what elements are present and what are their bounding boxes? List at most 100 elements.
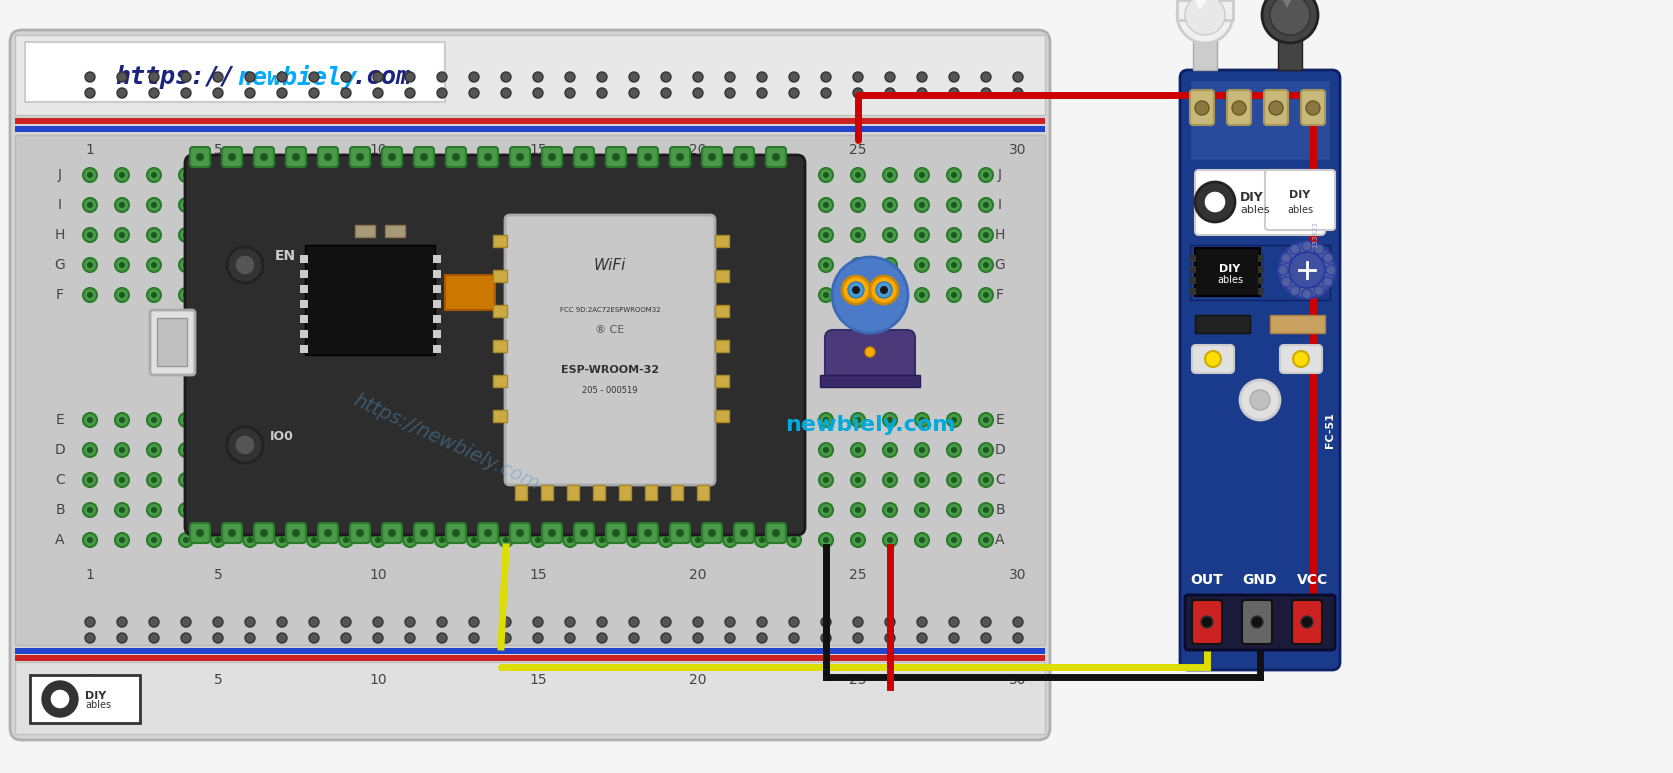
Circle shape xyxy=(564,503,577,517)
Circle shape xyxy=(852,533,865,547)
Bar xyxy=(592,485,606,500)
Circle shape xyxy=(274,443,289,457)
Circle shape xyxy=(755,413,770,427)
Circle shape xyxy=(786,288,801,302)
Circle shape xyxy=(151,417,157,423)
Circle shape xyxy=(663,477,669,483)
Circle shape xyxy=(407,447,413,453)
Text: DIY: DIY xyxy=(85,691,107,701)
Bar xyxy=(1190,245,1330,300)
Circle shape xyxy=(756,88,766,98)
Circle shape xyxy=(984,507,989,513)
Circle shape xyxy=(452,153,460,161)
Circle shape xyxy=(1240,380,1280,420)
Circle shape xyxy=(760,537,765,543)
Circle shape xyxy=(115,258,129,272)
Text: F: F xyxy=(995,288,1004,302)
Text: ables: ables xyxy=(1287,205,1313,215)
Circle shape xyxy=(728,417,733,423)
Circle shape xyxy=(119,202,125,208)
Circle shape xyxy=(179,168,192,182)
Circle shape xyxy=(119,232,125,238)
Circle shape xyxy=(504,447,509,453)
FancyBboxPatch shape xyxy=(478,147,499,167)
FancyBboxPatch shape xyxy=(637,147,657,167)
Circle shape xyxy=(472,292,477,298)
Circle shape xyxy=(435,413,448,427)
Circle shape xyxy=(676,529,684,537)
Text: newbiely: newbiely xyxy=(238,64,356,90)
Circle shape xyxy=(694,262,701,268)
Circle shape xyxy=(631,292,637,298)
Circle shape xyxy=(883,198,897,212)
Circle shape xyxy=(403,288,417,302)
Circle shape xyxy=(420,529,428,537)
Circle shape xyxy=(915,168,929,182)
Circle shape xyxy=(228,529,236,537)
Circle shape xyxy=(755,443,770,457)
Circle shape xyxy=(883,503,897,517)
Circle shape xyxy=(115,503,129,517)
Circle shape xyxy=(216,447,221,453)
Circle shape xyxy=(885,88,895,98)
Circle shape xyxy=(663,537,669,543)
Circle shape xyxy=(728,507,733,513)
Circle shape xyxy=(182,172,189,178)
Text: H: H xyxy=(995,228,1005,242)
FancyBboxPatch shape xyxy=(1265,90,1288,125)
Circle shape xyxy=(918,262,925,268)
Circle shape xyxy=(356,153,365,161)
Bar xyxy=(1258,277,1265,284)
Circle shape xyxy=(325,153,331,161)
Circle shape xyxy=(918,292,925,298)
Bar xyxy=(494,340,507,352)
Circle shape xyxy=(852,198,865,212)
Circle shape xyxy=(693,633,703,643)
Circle shape xyxy=(865,347,875,357)
FancyBboxPatch shape xyxy=(766,147,786,167)
Text: VCC: VCC xyxy=(1297,573,1328,587)
Circle shape xyxy=(504,232,509,238)
Circle shape xyxy=(499,443,514,457)
Circle shape xyxy=(1282,277,1292,287)
Circle shape xyxy=(149,617,159,627)
FancyBboxPatch shape xyxy=(191,147,211,167)
Circle shape xyxy=(644,529,652,537)
Circle shape xyxy=(887,172,893,178)
Circle shape xyxy=(887,537,893,543)
Circle shape xyxy=(790,88,800,98)
FancyBboxPatch shape xyxy=(606,523,626,543)
Circle shape xyxy=(708,529,716,537)
Circle shape xyxy=(786,533,801,547)
Circle shape xyxy=(791,447,796,453)
Circle shape xyxy=(248,292,253,298)
Text: 1: 1 xyxy=(85,143,94,157)
Circle shape xyxy=(435,258,448,272)
Circle shape xyxy=(979,533,994,547)
Circle shape xyxy=(1201,616,1213,628)
Circle shape xyxy=(147,503,161,517)
Circle shape xyxy=(499,288,514,302)
Circle shape xyxy=(119,417,125,423)
Circle shape xyxy=(274,288,289,302)
Circle shape xyxy=(147,473,161,487)
Bar xyxy=(714,305,729,317)
Circle shape xyxy=(211,443,224,457)
Circle shape xyxy=(84,533,97,547)
Text: 25: 25 xyxy=(850,673,867,687)
Circle shape xyxy=(596,503,609,517)
Circle shape xyxy=(915,288,929,302)
Circle shape xyxy=(311,202,316,208)
Circle shape xyxy=(663,202,669,208)
Circle shape xyxy=(980,633,990,643)
Circle shape xyxy=(530,198,545,212)
FancyBboxPatch shape xyxy=(447,147,467,167)
Circle shape xyxy=(663,232,669,238)
Circle shape xyxy=(1231,101,1246,115)
Circle shape xyxy=(147,168,161,182)
Circle shape xyxy=(371,473,385,487)
Bar xyxy=(445,275,495,310)
Circle shape xyxy=(182,477,189,483)
Circle shape xyxy=(885,617,895,627)
Circle shape xyxy=(274,533,289,547)
